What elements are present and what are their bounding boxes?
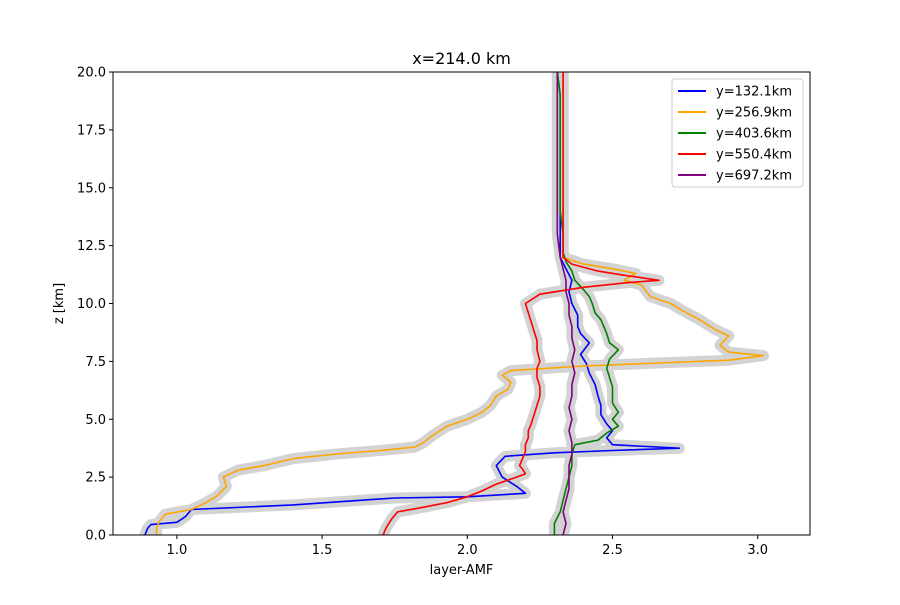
series-line-3 xyxy=(382,72,660,535)
series-line-4 xyxy=(556,72,576,535)
legend-label-0: y=132.1km xyxy=(716,85,792,100)
x-tick-label: 2.0 xyxy=(457,543,478,558)
y-tick-label: 20.0 xyxy=(77,66,106,81)
x-axis-label: layer-AMF xyxy=(430,563,494,578)
series-line-2 xyxy=(553,72,620,535)
series-lines xyxy=(144,72,765,535)
x-tick-label: 2.5 xyxy=(602,543,623,558)
legend-label-2: y=403.6km xyxy=(716,127,792,142)
legend-box xyxy=(671,78,804,188)
y-tick-label: 17.5 xyxy=(77,123,106,138)
uncertainty-band-0 xyxy=(139,72,685,535)
series-line-0 xyxy=(144,72,681,535)
series-line-1 xyxy=(155,72,765,535)
legend: y=132.1km y=256.9km y=403.6km y=550.4km y=69… xyxy=(671,78,804,188)
uncertainty-band-3 xyxy=(377,72,665,535)
y-tick-label: 5.0 xyxy=(85,413,106,428)
legend-label-3: y=550.4km xyxy=(716,148,792,163)
y-tick-label: 15.0 xyxy=(77,181,106,196)
y-tick-label: 7.5 xyxy=(85,355,106,370)
y-tick-label: 12.5 xyxy=(77,239,106,254)
x-tick-label: 1.0 xyxy=(167,543,188,558)
y-axis-label: z [km] xyxy=(52,283,67,324)
x-tick-label: 1.5 xyxy=(312,543,333,558)
x-tick-label: 3.0 xyxy=(747,543,768,558)
x-axis: 1.0 1.5 2.0 2.5 3.0 xyxy=(167,535,768,558)
y-tick-label: 0.0 xyxy=(85,529,106,544)
legend-label-4: y=697.2km xyxy=(716,169,792,184)
y-tick-label: 2.5 xyxy=(85,471,106,486)
y-axis: 0.0 2.5 5.0 7.5 10.0 12.5 15.0 17.5 20.0 xyxy=(77,66,113,544)
legend-label-1: y=256.9km xyxy=(716,106,792,121)
chart-title: x=214.0 km xyxy=(412,49,511,68)
y-tick-label: 10.0 xyxy=(77,297,106,312)
